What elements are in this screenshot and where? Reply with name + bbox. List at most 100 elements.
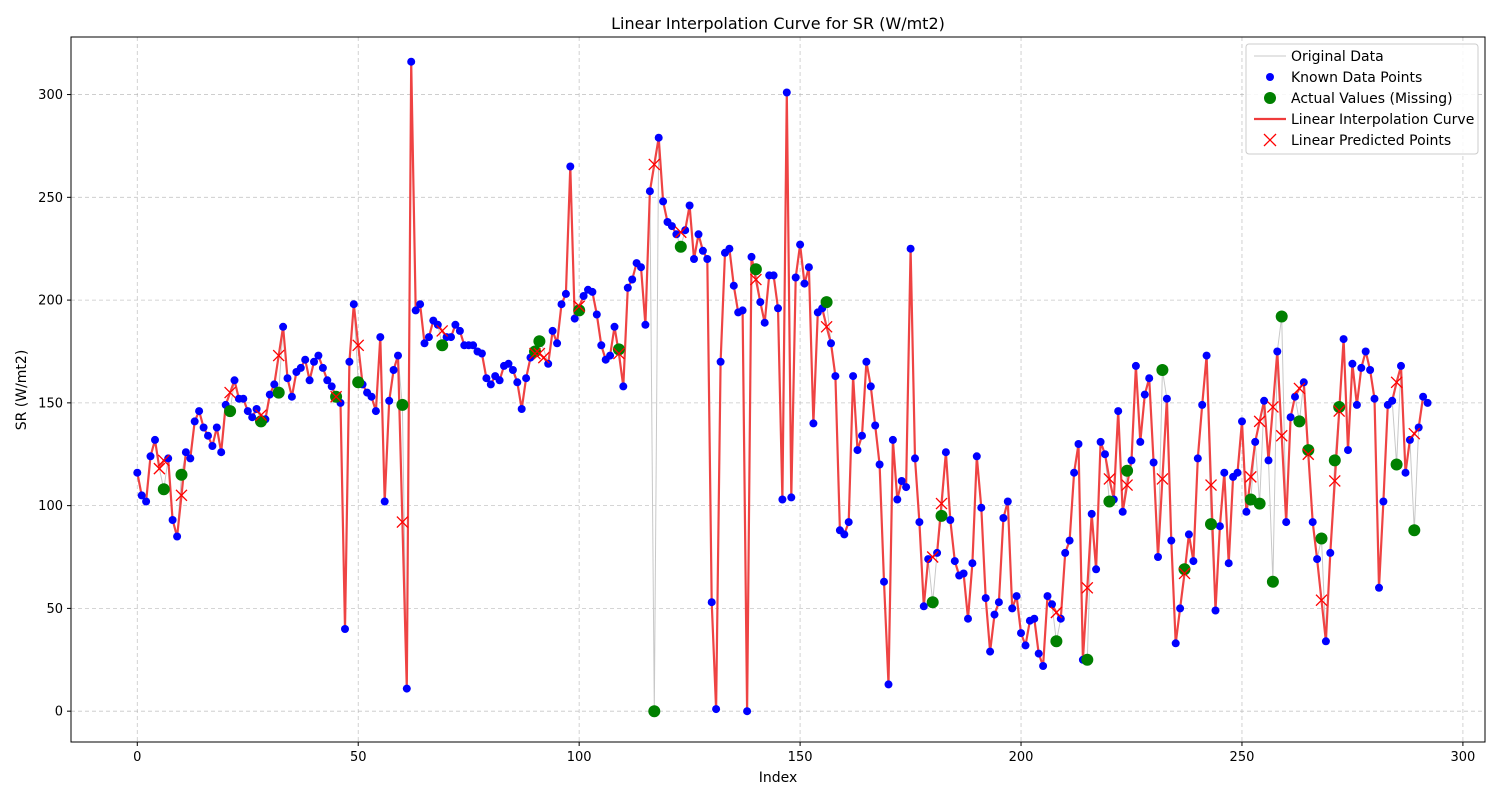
legend-label: Linear Interpolation Curve: [1291, 112, 1474, 128]
known-data-point: [1065, 536, 1074, 545]
known-data-point: [712, 705, 721, 714]
known-data-point: [884, 680, 893, 689]
known-data-point: [318, 363, 327, 372]
known-data-point: [897, 477, 906, 485]
known-data-point: [341, 625, 349, 633]
chart-title: Linear Interpolation Curve for SR (W/mt2…: [611, 14, 945, 33]
known-data-point: [137, 491, 146, 500]
predicted-point-stroke: [1302, 448, 1315, 461]
known-data-point: [902, 483, 911, 492]
known-data-point: [416, 300, 425, 309]
predicted-point-stroke: [537, 351, 550, 364]
predicted-point-stroke: [1328, 475, 1341, 487]
known-data-point: [654, 133, 663, 142]
predicted-point: [1178, 567, 1191, 580]
known-data-point: [1193, 454, 1202, 463]
known-data-point: [597, 341, 606, 350]
predicted-point-stroke: [529, 347, 541, 360]
known-data-point: [977, 503, 986, 512]
actual-value-point: [1050, 635, 1063, 648]
predicted-point: [1244, 470, 1257, 483]
known-data-point: [283, 374, 292, 383]
known-data-point: [959, 569, 968, 578]
predicted-point: [1266, 401, 1279, 413]
actual-value-point: [1156, 364, 1169, 376]
known-data-point: [239, 394, 248, 403]
predicted-point-stroke: [352, 339, 365, 352]
known-data-point: [1423, 398, 1432, 407]
known-data-point: [371, 407, 380, 416]
predicted-point: [1121, 479, 1134, 492]
predicted-point-stroke: [224, 386, 237, 399]
known-data-point: [911, 454, 919, 463]
known-data-point: [787, 493, 796, 502]
known-data-point: [243, 407, 252, 416]
known-data-point: [1167, 536, 1176, 545]
known-data-point: [1282, 518, 1291, 527]
known-data-point: [831, 372, 840, 381]
actual-value-point: [1081, 653, 1094, 666]
known-data-point: [212, 423, 221, 432]
predicted-point: [820, 320, 833, 333]
known-data-point: [791, 273, 800, 282]
known-data-point: [151, 435, 159, 444]
known-data-point: [588, 287, 597, 296]
known-data-point: [146, 452, 155, 461]
known-data-point: [637, 263, 645, 272]
known-data-point: [208, 442, 217, 450]
known-data-point: [199, 423, 208, 432]
predicted-point: [255, 409, 267, 422]
predicted-point: [648, 158, 661, 171]
known-data-point: [804, 263, 813, 272]
legend: Original Data Known Data Points Actual Val…: [1245, 43, 1479, 155]
known-data-point: [1176, 604, 1185, 613]
known-data-point: [941, 448, 950, 457]
known-data-point: [402, 684, 411, 693]
predicted-point-stroke: [1081, 581, 1094, 594]
known-data-point: [853, 446, 862, 455]
known-data-point: [296, 363, 305, 372]
known-data-point: [1061, 548, 1070, 557]
actual-value-point: [749, 263, 762, 276]
known-data-point: [619, 382, 628, 391]
known-data-point: [508, 366, 517, 374]
x-tick-label: 300: [1450, 750, 1475, 765]
predicted-point-stroke: [820, 320, 833, 333]
y-tick-label: 300: [38, 88, 63, 103]
known-data-point: [1224, 559, 1233, 568]
known-data-point: [1114, 407, 1123, 416]
known-data-point: [880, 577, 888, 586]
known-data-point: [279, 322, 288, 331]
actual-value-point: [1333, 401, 1346, 413]
predicted-point: [1081, 581, 1094, 594]
actual-value-point: [396, 398, 409, 411]
predicted-point: [396, 516, 409, 529]
known-data-point: [394, 351, 402, 360]
y-tick-label: 200: [38, 294, 63, 309]
predicted-point-stroke: [935, 497, 948, 510]
legend-marker: [1263, 133, 1277, 147]
known-data-point: [477, 349, 486, 358]
actual-value-point: [1253, 497, 1266, 510]
known-data-point: [327, 382, 336, 391]
known-data-point: [1184, 530, 1193, 539]
legend-marker: [1264, 92, 1276, 104]
predicted-point: [224, 386, 237, 399]
legend-entry: Known Data Points: [1266, 70, 1422, 86]
known-data-point: [924, 555, 933, 564]
known-data-point: [1034, 649, 1043, 658]
known-data-point: [1056, 614, 1065, 623]
known-data-point: [1405, 435, 1414, 444]
known-data-point: [1291, 392, 1299, 401]
known-data-point: [1264, 456, 1273, 465]
x-tick-label: 0: [133, 750, 141, 765]
known-data-point: [557, 300, 566, 309]
known-data-point: [1012, 592, 1021, 601]
actual-value-point: [1275, 310, 1288, 323]
known-data-point: [628, 275, 637, 284]
predicted-point-stroke: [175, 489, 188, 502]
known-data-point: [871, 421, 880, 430]
legend-label: Linear Predicted Points: [1291, 133, 1451, 149]
known-data-point: [685, 201, 694, 210]
predicted-point: [352, 339, 365, 352]
